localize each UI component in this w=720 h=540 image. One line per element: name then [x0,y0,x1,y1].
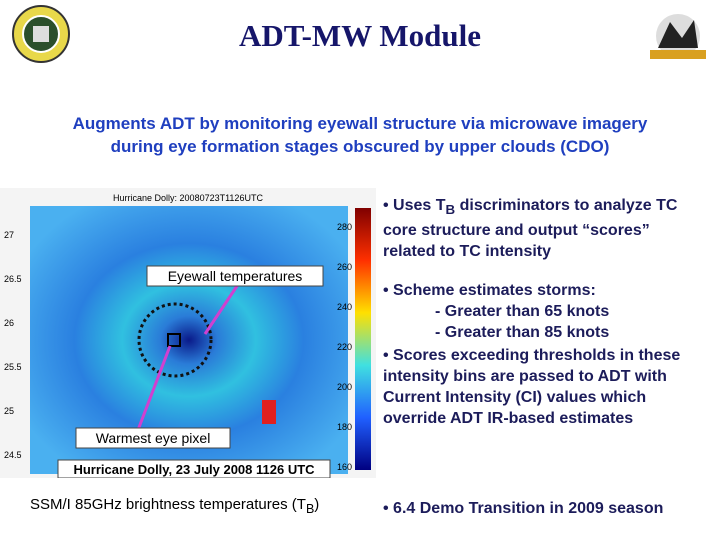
label-box [57,459,331,478]
colorbar-tick: 280 [337,222,352,232]
title: ADT-MW Module [239,18,481,53]
lat-tick: 27 [4,230,14,240]
colorbar-tick: 240 [337,302,352,312]
caption: SSM/I 85GHz brightness temperatures (TB) [30,496,319,516]
lat-tick: 26 [4,318,14,328]
lat-tick: 25.5 [4,362,22,372]
bullet: • 6.4 Demo Transition in 2009 season [383,498,703,519]
caption-sub: B [305,502,315,516]
bullet: • Uses TB discriminators to analyze TC c… [383,195,703,262]
bullet-text: • Scores exceeding thresholds in these i… [383,347,681,427]
lat-tick: 24.5 [4,450,22,460]
logo-left [12,5,70,63]
colorbar-tick: 180 [337,422,352,432]
bullet-text: • Uses T [383,197,446,214]
annotation: Hurricane Dolly, 23 July 2008 1126 UTC [73,462,315,477]
subtitle-line: Augments ADT by monitoring eyewall struc… [72,114,648,133]
subtitle-line: during eye formation stages obscured by … [110,137,610,156]
logo-right [650,14,706,59]
bullet-text: • 6.4 Demo Transition in 2009 season [383,500,664,517]
microwave-image: Hurricane Dolly: 20080723T1126UTC 27 26.5 2… [0,188,376,478]
bullet-text: • Scheme estimates storms: [383,282,596,299]
colorbar-tick: 200 [337,382,352,392]
plot-title: Hurricane Dolly: 20080723T1126UTC [113,193,263,203]
bullet-item: - Greater than 65 knots [435,303,610,320]
bullet: • Scheme estimates storms: - Greater than… [383,280,703,343]
colorbar-tick: 260 [337,262,352,272]
lat-tick: 25 [4,406,14,416]
bullet-text: discriminators to analyze TC core struct… [383,197,678,261]
bullet: • Scores exceeding thresholds in these i… [383,345,703,429]
label-box [146,265,324,287]
label-box [75,427,231,449]
annotation: Warmest eye pixel [96,430,211,446]
bullet-sub: B [445,202,456,218]
lat-tick: 26.5 [4,274,22,284]
bullet-item: - Greater than 85 knots [435,324,610,341]
caption-end: ) [314,496,320,513]
annotation: Eyewall temperatures [168,268,303,284]
colorbar-tick: 160 [337,462,352,472]
caption-text: SSM/I 85GHz brightness temperatures (T [30,496,306,513]
colorbar-tick: 220 [337,342,352,352]
